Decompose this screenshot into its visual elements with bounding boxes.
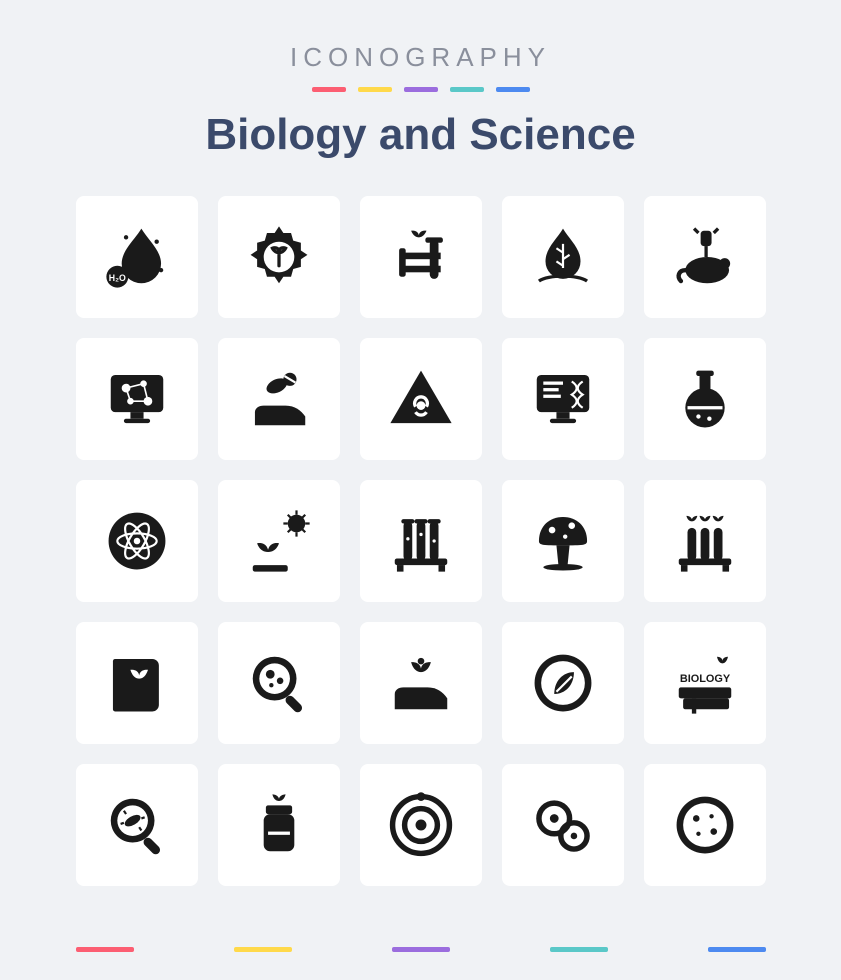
accent-bar <box>312 87 346 92</box>
leaf-drop-icon <box>528 222 598 292</box>
icon-tile <box>218 622 340 744</box>
atom-circle-icon <box>102 506 172 576</box>
mushroom-icon <box>528 506 598 576</box>
plant-book-icon <box>102 648 172 718</box>
icon-tile <box>502 196 624 318</box>
icon-tile <box>218 480 340 602</box>
icon-tile <box>218 196 340 318</box>
icon-tile <box>360 480 482 602</box>
biology-books-icon: BIOLOGY <box>670 648 740 718</box>
page-title: Biology and Science <box>0 110 841 160</box>
molecule-monitor-icon <box>102 364 172 434</box>
dna-monitor-icon <box>528 364 598 434</box>
icon-tile <box>502 338 624 460</box>
round-flask-icon <box>670 364 740 434</box>
icon-tile <box>218 764 340 886</box>
accent-bar <box>392 947 450 952</box>
accent-bar <box>358 87 392 92</box>
icon-tile <box>502 480 624 602</box>
accent-row-bottom <box>0 947 841 952</box>
icon-tile <box>360 196 482 318</box>
accent-bar <box>708 947 766 952</box>
leaf-dish-icon <box>528 648 598 718</box>
water-drop-h2o-icon: H₂O <box>102 222 172 292</box>
icon-tile <box>644 480 766 602</box>
petri-dish-icon <box>670 790 740 860</box>
icon-tile <box>360 338 482 460</box>
accent-bar <box>404 87 438 92</box>
pills-hand-icon <box>244 364 314 434</box>
test-tubes-rack-icon <box>386 506 456 576</box>
sprout-tubes-rack-icon <box>670 506 740 576</box>
brand-label: ICONOGRAPHY <box>0 42 841 73</box>
accent-bar <box>76 947 134 952</box>
icon-tile: H₂O <box>76 196 198 318</box>
mouse-experiment-icon <box>670 222 740 292</box>
accent-bar <box>550 947 608 952</box>
accent-bar <box>234 947 292 952</box>
icon-grid: H₂O <box>0 196 841 886</box>
icon-tile <box>644 764 766 886</box>
icon-tile <box>76 764 198 886</box>
test-tube-sprout-icon <box>386 222 456 292</box>
icon-tile <box>76 480 198 602</box>
icon-tile <box>360 622 482 744</box>
sprout-hand-icon <box>386 648 456 718</box>
icon-tile <box>644 196 766 318</box>
accent-bar <box>496 87 530 92</box>
plant-sunlight-icon <box>244 506 314 576</box>
svg-text:H₂O: H₂O <box>108 273 125 283</box>
icon-tile <box>218 338 340 460</box>
icon-tile <box>644 338 766 460</box>
icon-tile <box>76 622 198 744</box>
icon-tile: BIOLOGY <box>644 622 766 744</box>
accent-bar <box>450 87 484 92</box>
svg-text:BIOLOGY: BIOLOGY <box>679 673 730 685</box>
icon-tile <box>502 622 624 744</box>
icon-tile <box>76 338 198 460</box>
plant-jar-icon <box>244 790 314 860</box>
icon-tile <box>360 764 482 886</box>
orbit-circles-icon <box>386 790 456 860</box>
icon-tile <box>502 764 624 886</box>
gear-plant-icon <box>244 222 314 292</box>
cells-magnifier-icon <box>244 648 314 718</box>
bacteria-magnifier-icon <box>102 790 172 860</box>
accent-row-top <box>0 87 841 92</box>
header: ICONOGRAPHY Biology and Science <box>0 0 841 160</box>
biohazard-triangle-icon <box>386 364 456 434</box>
cells-pair-icon <box>528 790 598 860</box>
